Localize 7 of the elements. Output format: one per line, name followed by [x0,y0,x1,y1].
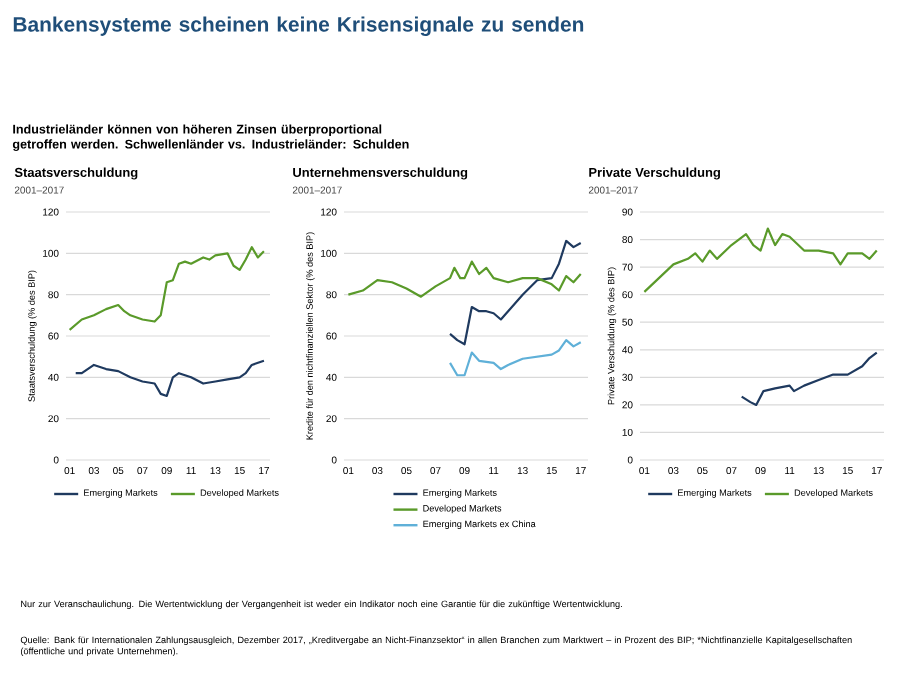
line-series [74,359,266,398]
line-series [448,239,582,346]
line-series [643,227,878,294]
line-series [740,351,878,406]
text: Bankensysteme scheinen keine Krisensignale zu senden [13,16,584,36]
line-series [68,246,266,331]
line-series [347,260,582,298]
